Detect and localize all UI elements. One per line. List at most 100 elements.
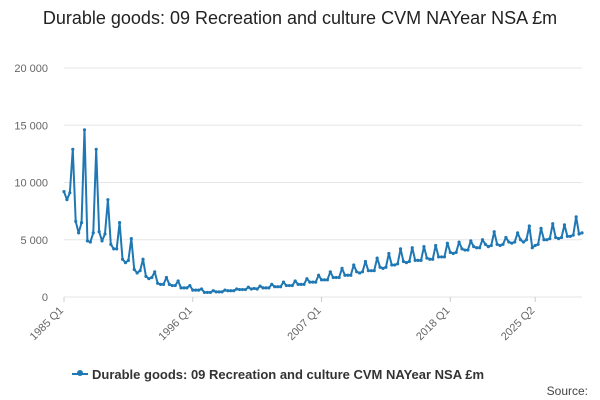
data-point: [141, 257, 145, 261]
data-point: [232, 289, 236, 293]
data-point: [463, 248, 467, 252]
data-point: [571, 233, 575, 237]
data-point: [466, 248, 470, 252]
data-point: [425, 256, 429, 260]
data-point: [153, 270, 157, 274]
data-point: [164, 275, 169, 280]
data-point: [79, 220, 84, 225]
data-point: [542, 238, 546, 242]
data-point: [261, 286, 265, 290]
data-point: [451, 251, 455, 256]
source-note: Source:: [546, 384, 588, 398]
data-point: [264, 286, 268, 290]
legend[interactable]: Durable goods: 09 Recreation and culture…: [72, 364, 484, 384]
data-point: [194, 288, 198, 292]
data-point: [577, 232, 581, 236]
data-point: [308, 280, 312, 284]
data-point: [129, 237, 133, 241]
data-point: [486, 245, 490, 249]
data-point: [393, 263, 397, 267]
data-point: [445, 241, 449, 245]
data-point: [355, 270, 359, 274]
data-point: [135, 271, 139, 275]
data-point: [536, 242, 540, 246]
chart-title-text: Durable goods: 09 Recreation and culture…: [42, 8, 558, 28]
data-point: [556, 237, 561, 241]
data-point: [539, 226, 543, 230]
data-point: [158, 282, 163, 287]
data-point: [501, 242, 505, 246]
data-point: [249, 287, 253, 291]
data-point: [246, 285, 250, 289]
data-point: [150, 275, 154, 280]
data-point: [179, 286, 183, 290]
data-point: [568, 234, 572, 238]
data-point: [530, 246, 534, 250]
data-point: [554, 235, 558, 240]
data-point: [270, 282, 274, 287]
data-point: [82, 128, 87, 132]
data-point: [65, 198, 69, 202]
data-point: [369, 269, 373, 273]
data-point: [319, 278, 324, 282]
data-point: [191, 288, 195, 292]
data-point: [325, 278, 329, 282]
data-point: [477, 246, 482, 250]
data-point: [240, 287, 245, 292]
data-point: [317, 273, 321, 277]
data-point: [401, 259, 406, 264]
data-point: [442, 255, 447, 259]
gridlines: [64, 67, 582, 298]
data-point: [475, 246, 479, 250]
data-point: [404, 261, 409, 265]
data-point: [293, 279, 297, 283]
data-point: [182, 286, 186, 290]
data-point: [340, 266, 344, 270]
data-point: [226, 289, 230, 293]
data-point: [138, 269, 142, 273]
y-tick-label: 15 000: [14, 120, 48, 132]
data-point: [548, 237, 552, 241]
data-point: [276, 285, 280, 289]
y-tick-label: 20 000: [14, 63, 48, 75]
data-point: [366, 269, 370, 273]
data-point: [439, 255, 444, 259]
data-point: [314, 280, 318, 284]
data-point: [413, 258, 417, 262]
data-point: [469, 239, 473, 243]
data-point: [378, 265, 382, 269]
data-point: [384, 265, 388, 269]
data-point: [235, 287, 239, 291]
data-point: [278, 285, 283, 289]
data-point: [504, 235, 508, 240]
data-point: [580, 231, 584, 235]
data-point: [419, 258, 423, 262]
data-point: [211, 289, 215, 293]
data-point: [77, 231, 81, 235]
x-tick-label: 2018 Q1: [414, 305, 452, 343]
y-tick-label: 10 000: [14, 178, 48, 190]
data-point: [71, 147, 75, 151]
data-point: [328, 270, 332, 274]
data-point: [173, 283, 177, 288]
data-point: [284, 283, 289, 288]
data-point: [197, 288, 201, 292]
data-point: [331, 275, 335, 280]
data-point: [202, 290, 207, 295]
data-point: [448, 250, 452, 254]
data-point: [513, 240, 517, 244]
data-point: [559, 235, 564, 240]
data-point: [533, 243, 537, 248]
data-point: [372, 269, 376, 273]
data-point: [267, 286, 271, 290]
data-point: [510, 241, 514, 245]
data-point: [398, 247, 403, 251]
data-point: [357, 271, 362, 275]
data-point: [457, 240, 461, 244]
data-point: [115, 247, 119, 251]
x-tick-label: 1985 Q1: [28, 305, 66, 343]
data-point: [375, 256, 379, 260]
data-point: [123, 261, 128, 265]
y-tick-label: 0: [42, 292, 48, 304]
